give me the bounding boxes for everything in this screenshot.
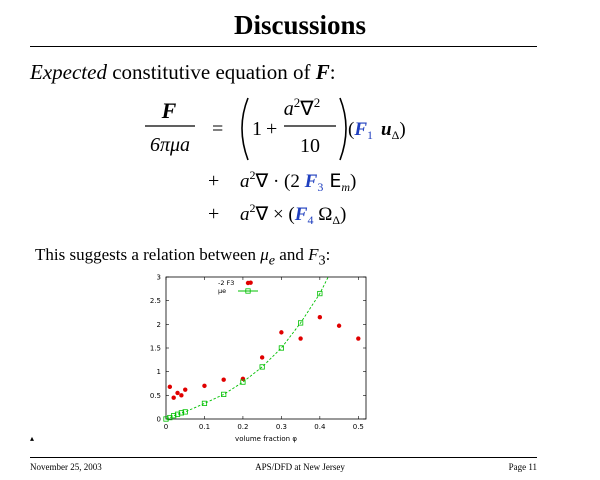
- mu-e-point: [221, 391, 227, 397]
- y-tick-label: 3: [157, 274, 161, 282]
- f3-point: [259, 355, 265, 360]
- f3-point: [298, 336, 303, 341]
- mu-e-point: [317, 290, 323, 297]
- x-tick-label: 0.4: [314, 423, 326, 431]
- x-tick-label: 0.5: [353, 423, 364, 431]
- y-tick-label: 1: [157, 368, 161, 376]
- f3-point: [317, 315, 323, 320]
- suggestion-colon: :: [325, 245, 331, 264]
- mu-e-point: [174, 411, 181, 417]
- legend-label-f3: -2 F3: [218, 279, 234, 287]
- plot-frame: [165, 276, 367, 420]
- f3-point: [183, 387, 188, 392]
- x-tick-label: 0.1: [199, 423, 210, 431]
- suggestion-F: F: [308, 245, 319, 264]
- y-tick-label: 0.5: [150, 392, 161, 400]
- term1-F: F: [353, 119, 367, 140]
- term3: a2∇ × (F4 ΩΔ): [240, 201, 346, 227]
- big-close-paren: [339, 97, 347, 161]
- y-tick-label: 2: [157, 321, 161, 329]
- intro-line: Expected constitutive equation of F:: [30, 60, 336, 85]
- intro-colon: :: [329, 60, 336, 84]
- legend-label-mu: μe: [218, 287, 226, 295]
- legend-marker-f3: [245, 280, 251, 286]
- lhs-numerator: F: [161, 98, 177, 123]
- inner-denominator: 10: [300, 135, 320, 157]
- title-rule: [30, 46, 537, 47]
- suggestion-mu: μ: [260, 245, 269, 264]
- suggestion-mu-sub: e: [268, 252, 276, 269]
- intro-text: constitutive equation of: [106, 60, 316, 84]
- x-tick-label: 0: [164, 423, 168, 431]
- legend-marker-mu: [245, 288, 251, 294]
- plus-sign-1: +: [208, 170, 219, 192]
- term1: (F1 uΔ): [348, 119, 406, 142]
- mu-e-point: [298, 320, 304, 326]
- y-tick-label: 1.5: [150, 345, 161, 353]
- suggestion-line: This suggests a relation between μe and …: [35, 245, 330, 269]
- one: 1 +: [252, 118, 277, 140]
- mu-e-point: [182, 409, 188, 415]
- footer-rule: [30, 457, 537, 458]
- mu-e-point: [240, 379, 246, 385]
- f3-point: [279, 330, 284, 335]
- f3-point: [221, 377, 226, 382]
- y-tick-label: 2.5: [150, 297, 161, 305]
- footer-page: Page 11: [508, 462, 537, 472]
- mu-e-point: [163, 416, 169, 422]
- intro-var-F: F: [315, 60, 330, 84]
- f3-point: [179, 393, 184, 398]
- term3-F: F: [294, 204, 308, 225]
- mu-vs-F3-chart: 0 0.5 1 1.5 2 2.5 3 0 0.1 0.2 0.3 0.4 0.5 volume frac…: [150, 274, 367, 443]
- mu-e-point: [171, 413, 177, 419]
- suggestion-text-b: and: [275, 245, 309, 264]
- slide-title: Discussions: [233, 10, 367, 40]
- f3-point: [202, 383, 207, 389]
- mu-e-point: [201, 400, 208, 406]
- lhs-denominator: 6πμa: [150, 134, 190, 156]
- suggestion-text-a: This suggests a relation between: [35, 245, 261, 264]
- f3-point: [175, 390, 180, 396]
- mu-e-point: [278, 345, 284, 351]
- x-tick-label: 0.3: [276, 423, 287, 431]
- equals-sign: =: [212, 118, 223, 140]
- plus-sign-2: +: [208, 203, 219, 225]
- f3-point: [167, 384, 173, 390]
- mu-e-point: [259, 364, 265, 370]
- suggestion-F-sub: 3: [318, 252, 326, 269]
- x-tick-label: 0.2: [237, 423, 248, 431]
- f3-point: [336, 323, 342, 328]
- y-tick-label: 0: [157, 416, 161, 424]
- inner-numerator: a2∇2: [284, 95, 320, 120]
- constitutive-equation: F 6πμa = 1 + a2∇2 10 (F1 uΔ) + a2∇ · (2 F3…: [145, 95, 406, 227]
- x-axis-label: volume fraction φ: [235, 435, 297, 443]
- f3-point: [356, 336, 361, 341]
- mu-e-point: [178, 410, 184, 416]
- corner-mark: ▴: [30, 434, 35, 443]
- footer-date: November 25, 2003: [30, 462, 102, 472]
- term2-F: F: [304, 171, 318, 192]
- footer-venue: APS/DFD at New Jersey: [255, 462, 345, 472]
- intro-expected: Expected: [30, 60, 107, 84]
- f3-point: [171, 395, 176, 400]
- mu-e-curve: [165, 276, 329, 420]
- big-open-paren: [241, 97, 249, 161]
- f3-point: [240, 376, 246, 381]
- term2: a2∇ · (2 F3 Em): [240, 168, 356, 194]
